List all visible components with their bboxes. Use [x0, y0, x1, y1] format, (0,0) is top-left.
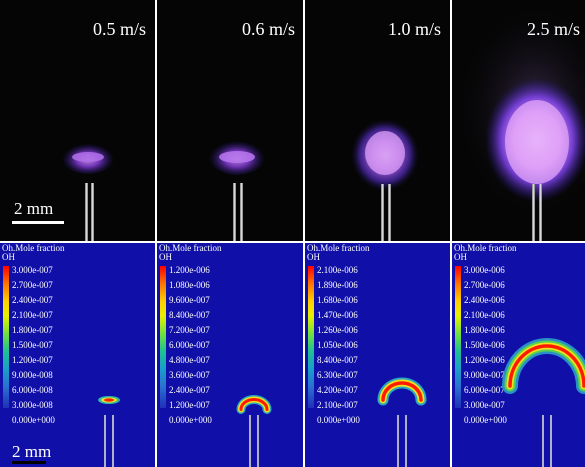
legend-level: 1.800e-006 — [464, 325, 505, 335]
oh-contour — [377, 377, 427, 406]
burner-tube-icon — [397, 415, 407, 467]
burner-tube-icon — [532, 184, 542, 241]
legend-level: 1.080e-006 — [169, 280, 210, 290]
photo-panel-2: 0.6 m/s — [157, 0, 303, 241]
oh-contour — [236, 395, 272, 414]
legend-level: 3.000e-008 — [12, 400, 53, 410]
speed-label: 0.5 m/s — [93, 19, 146, 39]
legend-title: Oh.Mole fraction — [307, 243, 370, 253]
legend-level: 1.200e-006 — [464, 355, 505, 365]
legend-level: 0.000e+000 — [169, 415, 212, 425]
legend-variable: OH — [307, 252, 320, 262]
legend-title: Oh.Mole fraction — [2, 243, 65, 253]
legend-level: 1.800e-007 — [12, 325, 53, 335]
legend-level: 2.400e-007 — [169, 385, 210, 395]
burner-tube-icon — [233, 183, 243, 241]
flame-core — [365, 131, 405, 175]
legend-level: 3.000e-007 — [464, 400, 505, 410]
legend-level: 7.200e-007 — [169, 325, 210, 335]
legend-colorbar — [160, 266, 166, 408]
speed-label: 2.5 m/s — [527, 19, 580, 39]
flame-core — [219, 151, 255, 163]
legend-level: 2.700e-006 — [464, 280, 505, 290]
legend-level: 1.890e-006 — [317, 280, 358, 290]
legend-level: 2.100e-006 — [317, 265, 358, 275]
photo-scale-bar — [12, 221, 64, 224]
legend-level: 9.000e-007 — [464, 370, 505, 380]
legend-level: 0.000e+000 — [317, 415, 360, 425]
legend-level: 2.100e-007 — [317, 400, 358, 410]
legend-colorbar — [3, 266, 9, 408]
legend-level: 3.600e-007 — [169, 370, 210, 380]
legend-level: 8.400e-007 — [317, 355, 358, 365]
oh-contour — [98, 396, 120, 404]
speed-label: 0.6 m/s — [242, 19, 295, 39]
burner-tube-icon — [249, 415, 259, 467]
legend-variable: OH — [454, 252, 467, 262]
legend-level: 9.000e-008 — [12, 370, 53, 380]
legend-level: 1.200e-007 — [12, 355, 53, 365]
legend-level: 6.000e-007 — [464, 385, 505, 395]
legend-level: 0.000e+000 — [12, 415, 55, 425]
legend-level: 1.260e-006 — [317, 325, 358, 335]
legend-level: 0.000e+000 — [464, 415, 507, 425]
legend-level: 1.050e-006 — [317, 340, 358, 350]
legend-level: 2.700e-007 — [12, 280, 53, 290]
legend-level: 6.300e-007 — [317, 370, 358, 380]
burner-tube-icon — [104, 415, 114, 467]
flame-core — [72, 152, 104, 162]
legend-title: Oh.Mole fraction — [454, 243, 517, 253]
legend-colorbar — [308, 266, 314, 408]
legend-variable: OH — [2, 252, 15, 262]
speed-label: 1.0 m/s — [388, 19, 441, 39]
photo-panel-4: 2.5 m/s — [452, 0, 585, 241]
legend-title: Oh.Mole fraction — [159, 243, 222, 253]
burner-tube-icon — [85, 183, 94, 241]
legend-level: 2.400e-006 — [464, 295, 505, 305]
legend-level: 4.200e-007 — [317, 385, 358, 395]
sim-scale-label: 2 mm — [12, 442, 51, 461]
legend-level: 1.500e-006 — [464, 340, 505, 350]
legend-level: 1.470e-006 — [317, 310, 358, 320]
legend-colorbar — [455, 266, 461, 408]
legend-level: 8.400e-007 — [169, 310, 210, 320]
legend-level: 4.800e-007 — [169, 355, 210, 365]
legend-level: 2.100e-007 — [12, 310, 53, 320]
legend-level: 3.000e-007 — [12, 265, 53, 275]
legend-level: 1.680e-006 — [317, 295, 358, 305]
photo-panel-3: 1.0 m/s — [305, 0, 450, 241]
legend-level: 6.000e-007 — [169, 340, 210, 350]
photo-scale-label: 2 mm — [14, 199, 53, 218]
legend-level: 9.600e-007 — [169, 295, 210, 305]
flame-core — [505, 100, 569, 184]
legend-level: 2.100e-006 — [464, 310, 505, 320]
legend-level: 6.000e-008 — [12, 385, 53, 395]
legend-variable: OH — [159, 252, 172, 262]
sim-scale-bar: 2 mm — [12, 442, 51, 464]
burner-tube-icon — [542, 415, 552, 467]
photo-panel-1: 0.5 m/s 2 mm — [0, 0, 155, 241]
legend-level: 2.400e-007 — [12, 295, 53, 305]
legend-level: 1.500e-007 — [12, 340, 53, 350]
legend-level: 1.200e-006 — [169, 265, 210, 275]
legend-level: 1.200e-007 — [169, 400, 210, 410]
burner-tube-icon — [381, 184, 391, 241]
oh-contour — [502, 338, 585, 394]
legend-level: 3.000e-006 — [464, 265, 505, 275]
